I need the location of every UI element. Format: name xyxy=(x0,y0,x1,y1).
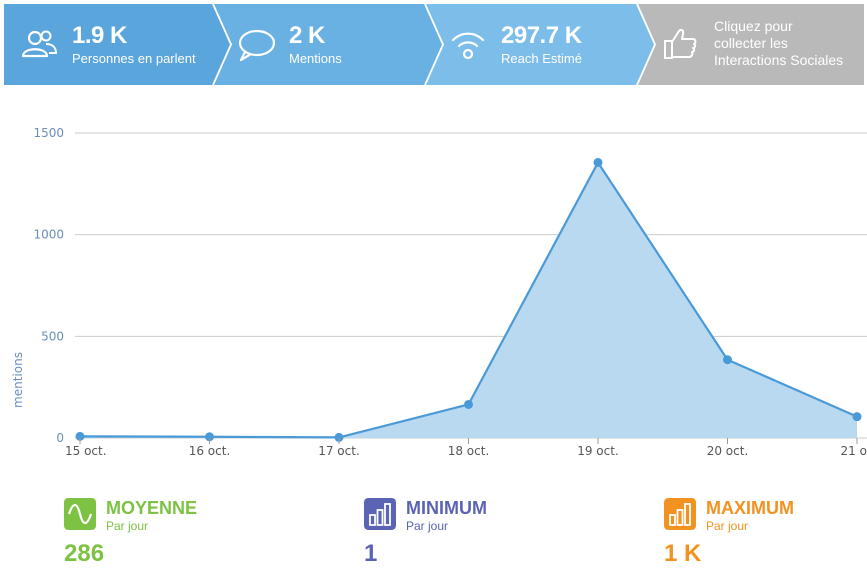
summary-banner: 1.9 K Personnes en parlent 2 K Mentions … xyxy=(0,0,867,88)
minimum-title: MINIMUM xyxy=(406,498,487,518)
minimum-subtitle: Par jour xyxy=(406,519,449,533)
data-point[interactable] xyxy=(593,157,603,167)
data-point[interactable] xyxy=(205,432,214,442)
average-value: 286 xyxy=(64,540,105,567)
bar-chart-icon xyxy=(664,498,696,530)
data-point[interactable] xyxy=(75,431,85,441)
data-point[interactable] xyxy=(334,432,344,442)
people-icon xyxy=(21,30,58,58)
collect-interactions-button[interactable] xyxy=(638,4,864,85)
thumbs-up-icon xyxy=(664,29,697,59)
reach-value: 297.7 K xyxy=(501,22,582,49)
mentions-stat: 2 K Mentions xyxy=(214,4,426,85)
x-tick-label: 21 oc xyxy=(840,444,867,458)
cta-line-2: collecter les xyxy=(714,35,788,51)
average-title: MOYENNE xyxy=(106,498,198,518)
maximum-title: MAXIMUM xyxy=(706,498,794,518)
area-fill xyxy=(80,162,857,438)
banner-background xyxy=(4,4,864,85)
mentions-area-chart: 0 500 1000 1500 mentions 15 oct. 16 oct. 17 o… xyxy=(11,126,867,458)
mentions-value: 2 K xyxy=(289,22,325,49)
data-point[interactable] xyxy=(723,355,732,365)
x-tick-label: 18 oct. xyxy=(448,444,490,458)
speech-bubble-icon xyxy=(238,29,276,62)
banner-segment-mentions xyxy=(214,4,442,85)
y-tick-label: 1000 xyxy=(33,228,64,242)
data-point[interactable] xyxy=(852,412,862,422)
collect-interactions-text[interactable]: Cliquez pour collecter les Interactions … xyxy=(714,18,864,69)
average-subtitle: Par jour xyxy=(106,519,149,533)
people-value: 1.9 K xyxy=(72,22,127,49)
reach-stat: 297.7 K Reach Estimé xyxy=(426,4,638,85)
cta-line-3: Interactions Sociales xyxy=(714,52,844,68)
mentions-label: Mentions xyxy=(289,51,342,66)
x-tick-label: 20 oct. xyxy=(707,444,749,458)
banner-segment-reach xyxy=(426,4,654,85)
bar-chart-icon xyxy=(364,498,396,530)
maximum-subtitle: Par jour xyxy=(706,519,749,533)
y-tick-labels: 0 500 1000 1500 xyxy=(33,126,64,445)
reach-label: Reach Estimé xyxy=(501,51,582,66)
x-tick-label: 16 oct. xyxy=(189,444,231,458)
cta-line-1: Cliquez pour xyxy=(714,18,793,34)
y-tick-label: 1500 xyxy=(33,126,64,140)
x-tick-label: 17 oct. xyxy=(318,444,360,458)
data-point[interactable] xyxy=(464,399,473,409)
wifi-icon xyxy=(451,32,485,60)
y-axis-label: mentions xyxy=(11,352,25,408)
y-tick-label: 500 xyxy=(41,329,64,343)
data-points xyxy=(75,157,862,442)
x-tick-label: 15 oct. xyxy=(65,444,107,458)
banner-segment-people xyxy=(4,4,230,85)
people-label: Personnes en parlent xyxy=(72,51,196,66)
people-stat: 1.9 K Personnes en parlent xyxy=(0,4,212,85)
sine-wave-icon xyxy=(64,498,96,530)
banner-segment-cta xyxy=(638,4,864,85)
maximum-value: 1 K xyxy=(664,540,702,567)
x-tick-label: 19 oct. xyxy=(577,444,619,458)
minimum-value: 1 xyxy=(364,540,378,567)
x-tick-labels: 15 oct. 16 oct. 17 oct. 18 oct. 19 oct. 20 oc… xyxy=(65,438,867,458)
y-tick-label: 0 xyxy=(56,431,64,445)
